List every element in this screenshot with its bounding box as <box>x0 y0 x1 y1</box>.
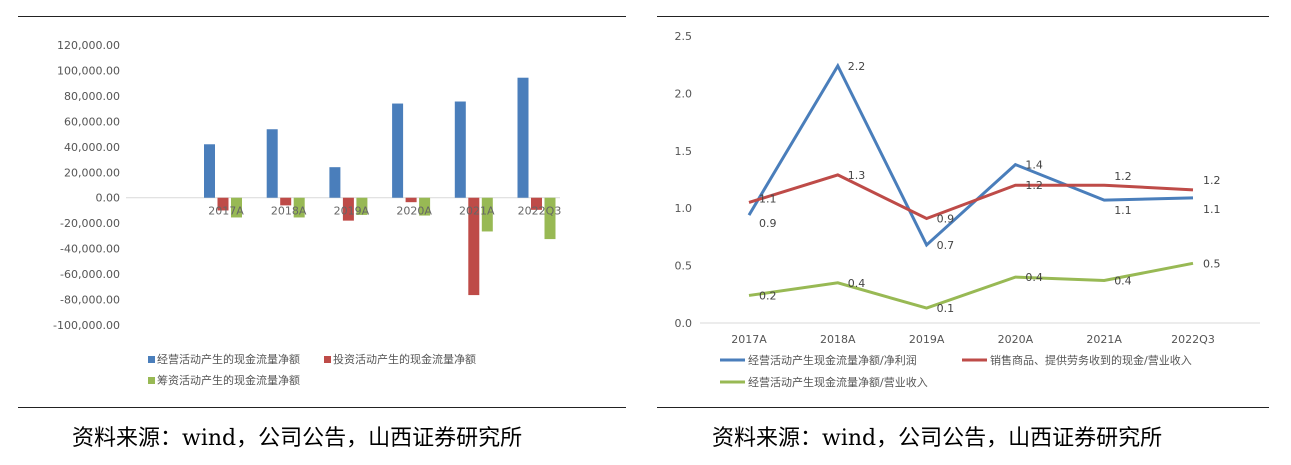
x-tick-label: 2020A <box>998 333 1034 346</box>
y-tick-label: -20,000.00 <box>60 217 120 230</box>
y-tick-label: 1.5 <box>675 145 693 158</box>
legend-swatch <box>324 356 331 363</box>
legend-label: 筹资活动产生的现金流量净额 <box>157 373 300 387</box>
bar-2-2022Q3 <box>544 197 556 240</box>
x-tick-label: 2018A <box>820 333 856 346</box>
data-label: 1.2 <box>1025 179 1043 192</box>
x-tick-label: 2021A <box>1086 333 1122 346</box>
y-tick-label: 1.0 <box>675 202 693 215</box>
bar-0-2018A <box>266 129 278 198</box>
data-label: 0.5 <box>1203 257 1221 270</box>
x-tick-label: 2017A <box>208 205 244 218</box>
legend-swatch <box>148 356 155 363</box>
bar-2-2021A <box>481 197 493 232</box>
data-label: 1.4 <box>1025 159 1043 172</box>
bar-2-2017A <box>231 197 242 218</box>
data-label: 0.4 <box>1114 275 1132 288</box>
y-tick-label: -80,000.00 <box>60 294 120 307</box>
left-source-caption: 资料来源：wind，公司公告，山西证券研究所 <box>72 426 523 451</box>
data-label: 1.2 <box>1114 170 1132 183</box>
data-label: 0.4 <box>848 277 866 290</box>
bar-0-2022Q3 <box>517 77 529 198</box>
data-label: 2.2 <box>848 60 866 73</box>
legend-label: 经营活动产生的现金流量净额 <box>157 352 300 366</box>
bar-0-2017A <box>204 144 215 198</box>
data-label: 0.7 <box>937 239 955 252</box>
x-tick-label: 2022Q3 <box>1171 333 1215 346</box>
y-tick-label: 120,000.00 <box>57 39 120 52</box>
bar-1-2021A <box>468 197 480 296</box>
y-tick-label: 2.5 <box>675 30 693 43</box>
bar-1-2018A <box>280 197 292 206</box>
bar-0-2020A <box>392 103 404 198</box>
data-label: 1.3 <box>848 169 866 182</box>
data-label: 1.2 <box>1203 174 1221 187</box>
y-tick-label: 60,000.00 <box>64 115 120 128</box>
bar-1-2019A <box>342 197 354 221</box>
bar-2-2018A <box>293 197 305 218</box>
left-bottom-rule <box>18 407 626 408</box>
bar-0-2021A <box>454 101 466 198</box>
y-tick-label: 20,000.00 <box>64 166 120 179</box>
data-label: 0.1 <box>937 302 955 315</box>
y-tick-label: -100,000.00 <box>53 319 120 332</box>
series-line-0 <box>747 62 1194 248</box>
data-label: 1.1 <box>1203 203 1221 216</box>
data-label: 1.1 <box>759 192 777 205</box>
x-tick-label: 2020A <box>396 205 432 218</box>
legend-label: 投资活动产生的现金流量净额 <box>333 352 476 366</box>
right-source-caption: 资料来源：wind，公司公告，山西证券研究所 <box>712 426 1163 451</box>
x-tick-label: 2019A <box>334 205 370 218</box>
y-tick-label: 100,000.00 <box>57 64 120 77</box>
y-tick-label: -60,000.00 <box>60 268 120 281</box>
bar-1-2022Q3 <box>531 197 542 210</box>
data-label: 1.1 <box>1114 204 1132 217</box>
legend-label: 经营活动产生现金流量净额/净利润 <box>748 353 917 367</box>
bar-2-2019A <box>356 197 368 215</box>
x-tick-label: 2021A <box>459 205 495 218</box>
x-tick-label: 2017A <box>731 333 767 346</box>
series-line-1 <box>748 173 1194 221</box>
y-tick-label: 0.00 <box>96 192 121 205</box>
y-tick-label: -40,000.00 <box>60 243 120 256</box>
data-label: 0.9 <box>759 217 777 230</box>
y-tick-label: 0.5 <box>675 260 693 273</box>
y-tick-label: 80,000.00 <box>64 90 120 103</box>
legend-label: 销售商品、提供劳务收到的现金/营业收入 <box>990 353 1192 367</box>
legend-swatch <box>148 377 155 384</box>
left-top-rule <box>18 16 626 17</box>
data-label: 0.4 <box>1025 271 1043 284</box>
bar-1-2017A <box>217 197 229 211</box>
x-tick-label: 2019A <box>909 333 945 346</box>
bar-0-2019A <box>329 167 341 198</box>
x-tick-label: 2022Q3 <box>518 205 562 218</box>
legend-label: 经营活动产生现金流量净额/营业收入 <box>748 375 928 389</box>
data-label: 0.9 <box>937 213 955 226</box>
data-label: 0.2 <box>759 289 777 302</box>
x-tick-label: 2018A <box>271 205 307 218</box>
y-tick-label: 2.0 <box>675 87 693 100</box>
bar-1-2020A <box>405 197 417 203</box>
y-tick-label: 40,000.00 <box>64 141 120 154</box>
y-tick-label: 0.0 <box>675 317 693 330</box>
right-bottom-rule <box>657 407 1269 408</box>
series-line-2 <box>748 261 1194 310</box>
right-top-rule <box>657 16 1269 17</box>
bar-2-2020A <box>419 197 431 216</box>
